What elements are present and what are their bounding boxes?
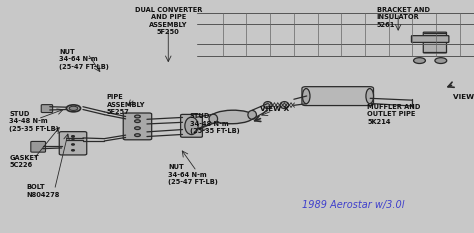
Ellipse shape <box>72 138 74 139</box>
Ellipse shape <box>135 115 140 118</box>
FancyBboxPatch shape <box>302 87 374 106</box>
FancyBboxPatch shape <box>123 113 152 140</box>
Ellipse shape <box>135 120 140 123</box>
FancyBboxPatch shape <box>181 114 202 137</box>
Ellipse shape <box>135 134 140 137</box>
Ellipse shape <box>66 136 81 144</box>
Ellipse shape <box>72 136 74 137</box>
Ellipse shape <box>135 127 140 130</box>
Ellipse shape <box>435 58 447 64</box>
Text: MUFFLER AND
OUTLET PIPE
5K214: MUFFLER AND OUTLET PIPE 5K214 <box>367 104 421 125</box>
Ellipse shape <box>211 110 254 124</box>
Ellipse shape <box>69 106 78 110</box>
Ellipse shape <box>413 58 426 64</box>
Text: 1989 Aerostar w/3.0l: 1989 Aerostar w/3.0l <box>302 200 405 210</box>
Ellipse shape <box>366 89 374 104</box>
FancyBboxPatch shape <box>411 36 449 42</box>
Text: NUT
34-64 N-m
(25-47 FT-LB): NUT 34-64 N-m (25-47 FT-LB) <box>59 49 109 70</box>
FancyBboxPatch shape <box>41 105 53 113</box>
Ellipse shape <box>248 110 256 119</box>
Ellipse shape <box>280 102 289 109</box>
Ellipse shape <box>72 150 74 151</box>
FancyBboxPatch shape <box>31 141 46 152</box>
Text: PIPE
ASSEMBLY
5E257: PIPE ASSEMBLY 5E257 <box>107 94 145 115</box>
FancyBboxPatch shape <box>59 132 87 155</box>
Text: DUAL CONVERTER
AND PIPE
ASSEMBLY
5F250: DUAL CONVERTER AND PIPE ASSEMBLY 5F250 <box>135 7 202 35</box>
Text: GASKET
5C226: GASKET 5C226 <box>9 155 39 168</box>
FancyBboxPatch shape <box>423 32 447 53</box>
Ellipse shape <box>185 117 198 134</box>
Text: BRACKET AND
INSULATOR
5261: BRACKET AND INSULATOR 5261 <box>377 7 430 28</box>
Ellipse shape <box>72 144 74 145</box>
Text: BOLT
N804278: BOLT N804278 <box>26 184 59 198</box>
Ellipse shape <box>66 105 81 112</box>
Ellipse shape <box>209 114 218 123</box>
Text: NUT
34-64 N-m
(25-47 FT-LB): NUT 34-64 N-m (25-47 FT-LB) <box>168 164 218 185</box>
Ellipse shape <box>302 89 310 104</box>
Ellipse shape <box>264 102 272 109</box>
Text: VIEW Z: VIEW Z <box>453 94 474 100</box>
Text: STUD
34-48 N-m
(25-35 FT-LB): STUD 34-48 N-m (25-35 FT-LB) <box>190 113 239 134</box>
Text: VIEW X: VIEW X <box>260 106 289 112</box>
Text: STUD
34-48 N-m
(25-35 FT-LB): STUD 34-48 N-m (25-35 FT-LB) <box>9 111 59 132</box>
